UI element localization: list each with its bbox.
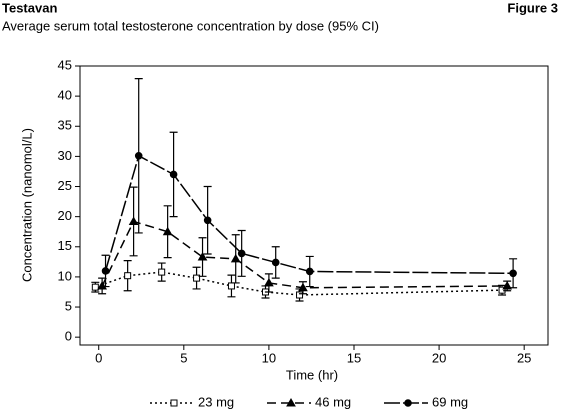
- legend-label: 23 mg: [198, 394, 234, 409]
- marker: [91, 283, 99, 291]
- figure-label: Figure 3: [507, 0, 558, 15]
- legend-marker: [286, 397, 296, 407]
- chart-subtitle: Average serum total testosterone concent…: [2, 18, 379, 33]
- marker: [97, 280, 107, 290]
- marker: [230, 253, 241, 263]
- marker: [237, 249, 246, 258]
- marker: [158, 268, 166, 276]
- marker: [305, 267, 314, 276]
- marker: [509, 269, 517, 278]
- series-line: [101, 220, 508, 289]
- y-tick-label: 35: [58, 118, 72, 133]
- marker: [162, 226, 173, 236]
- x-tick-label: 10: [262, 350, 276, 365]
- y-tick-label: 30: [58, 148, 72, 163]
- marker: [124, 272, 132, 280]
- legend-label: 46 mg: [315, 394, 351, 409]
- chart-title: Testavan: [2, 0, 57, 15]
- y-tick-label: 10: [58, 268, 72, 283]
- plot-frame: [79, 65, 549, 346]
- marker: [264, 277, 274, 287]
- y-tick-label: 0: [65, 329, 72, 344]
- marker: [193, 274, 201, 282]
- y-axis-label: Concentration (nanomol/L): [19, 128, 34, 282]
- legend-marker: [404, 399, 412, 407]
- x-axis-label: Time (hr): [286, 367, 338, 382]
- y-tick-label: 5: [65, 298, 72, 313]
- x-tick-label: 25: [517, 350, 531, 365]
- series-line: [95, 271, 503, 296]
- series-line: [104, 154, 514, 275]
- y-tick-label: 20: [58, 208, 72, 223]
- marker: [169, 170, 178, 179]
- legend-label: 69 mg: [432, 394, 468, 409]
- marker: [498, 286, 506, 294]
- marker: [197, 252, 208, 261]
- marker: [296, 291, 304, 299]
- marker: [134, 151, 143, 160]
- y-tick-label: 25: [58, 178, 72, 193]
- marker: [271, 258, 280, 267]
- x-tick-label: 0: [95, 350, 102, 365]
- x-tick-label: 20: [432, 350, 446, 365]
- legend-marker: [170, 399, 178, 407]
- y-tick-label: 45: [58, 57, 72, 72]
- marker: [227, 282, 235, 290]
- marker: [101, 267, 110, 275]
- marker: [128, 216, 139, 225]
- marker: [203, 216, 212, 225]
- y-tick-label: 15: [58, 238, 72, 253]
- y-tick-label: 40: [58, 88, 72, 103]
- x-tick-label: 15: [347, 350, 361, 365]
- marker: [298, 282, 308, 292]
- x-tick-label: 5: [180, 350, 187, 365]
